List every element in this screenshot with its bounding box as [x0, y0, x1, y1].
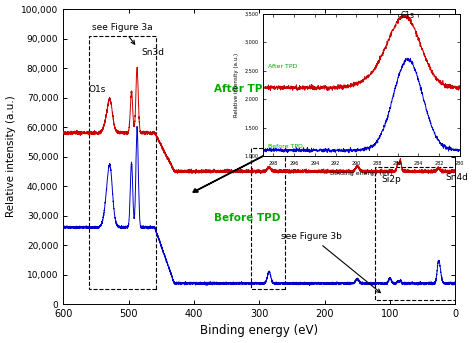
- Text: C1s: C1s: [401, 11, 415, 20]
- Bar: [251, 148, 285, 289]
- Text: O1s: O1s: [89, 85, 106, 94]
- Text: Au4f: Au4f: [397, 141, 418, 150]
- Text: see Figure 3b: see Figure 3b: [281, 232, 380, 293]
- X-axis label: Binding energy (eV): Binding energy (eV): [330, 172, 393, 177]
- Text: Sn4d: Sn4d: [445, 173, 468, 182]
- Text: Si2s: Si2s: [356, 150, 374, 158]
- X-axis label: Binding energy (eV): Binding energy (eV): [200, 324, 319, 338]
- Text: After TPD: After TPD: [268, 64, 298, 69]
- Y-axis label: Relative intensity (a.u.): Relative intensity (a.u.): [6, 96, 16, 217]
- Text: see Figure 3a: see Figure 3a: [92, 23, 152, 44]
- Text: Sn3d: Sn3d: [141, 48, 164, 57]
- Bar: [375, 167, 456, 299]
- Bar: [89, 36, 156, 289]
- Text: C1s: C1s: [276, 145, 293, 154]
- Text: Before TPD: Before TPD: [268, 143, 303, 149]
- Text: Si2p: Si2p: [382, 175, 401, 184]
- Text: Before TPD: Before TPD: [214, 213, 280, 223]
- Y-axis label: Relative intensity (a.u.): Relative intensity (a.u.): [234, 53, 238, 117]
- Text: After TPD: After TPD: [214, 84, 271, 94]
